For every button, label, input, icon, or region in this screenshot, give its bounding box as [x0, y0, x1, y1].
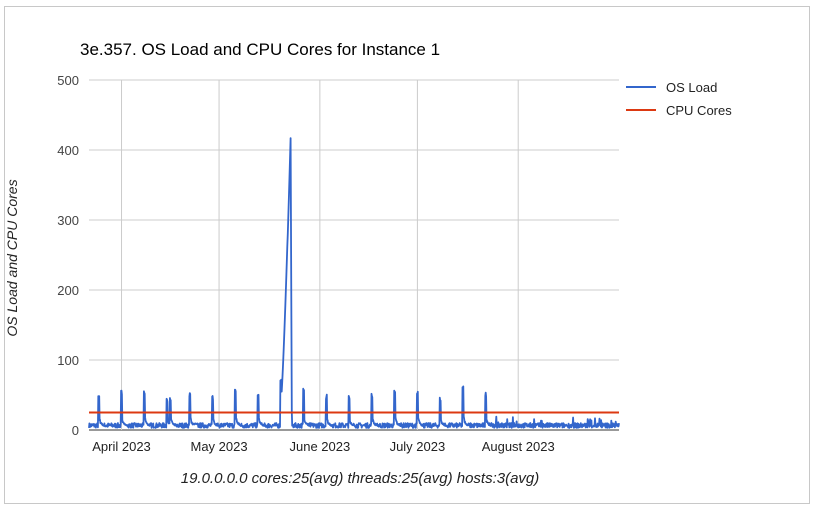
- x-tick-label: August 2023: [482, 439, 555, 454]
- y-tick-label: 200: [57, 283, 79, 298]
- y-tick-label: 500: [57, 73, 79, 88]
- x-tick-label: April 2023: [92, 439, 151, 454]
- legend: OS Load CPU Cores: [626, 80, 732, 118]
- chart-frame: [4, 6, 810, 504]
- os-load-line: [88, 137, 620, 429]
- x-tick-label: June 2023: [289, 439, 350, 454]
- y-tick-label: 100: [57, 353, 79, 368]
- y-tick-label: 400: [57, 143, 79, 158]
- x-tick-label: July 2023: [390, 439, 446, 454]
- legend-os-load-label: OS Load: [666, 80, 717, 95]
- legend-cpu-cores-label: CPU Cores: [666, 103, 732, 118]
- y-tick-label: 0: [72, 423, 79, 438]
- series-layer: [88, 137, 620, 429]
- chart-title: 3e.357. OS Load and CPU Cores for Instan…: [80, 40, 441, 59]
- x-tick-label: May 2023: [191, 439, 248, 454]
- chart-caption: 19.0.0.0.0 cores:25(avg) threads:25(avg)…: [180, 470, 540, 487]
- x-tick-labels: April 2023 May 2023 June 2023 July 2023 Augu…: [92, 439, 554, 454]
- y-tick-label: 300: [57, 213, 79, 228]
- gridlines: [89, 79, 619, 431]
- y-tick-labels: 0 100 200 300 400 500: [57, 73, 79, 438]
